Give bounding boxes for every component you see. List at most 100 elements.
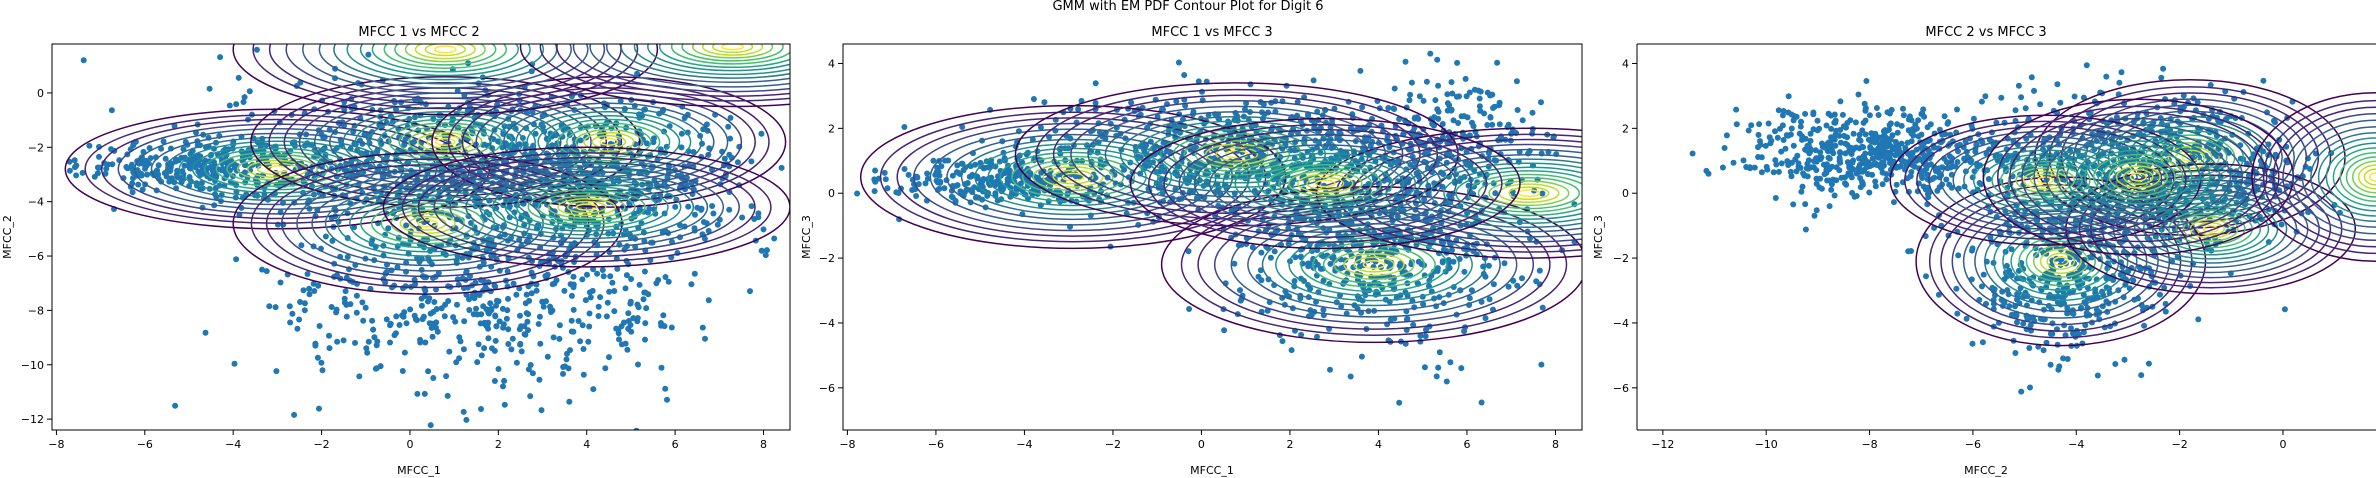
scatter-point: [585, 338, 592, 345]
subplot-mfcc2-vs-mfcc3: MFCC 2 vs MFCC 3 −12 −10 −8 −6 −4 −2 0−6−4−202…: [1592, 25, 2376, 477]
contour-line: [1246, 156, 1404, 211]
scatter-point: [570, 328, 577, 335]
x-tick-label: −8: [839, 438, 855, 451]
x-tick-label: −4: [225, 438, 241, 451]
scatter-point: [727, 135, 734, 142]
scatter-point: [609, 279, 616, 286]
scatter-point: [1485, 262, 1492, 269]
scatter-point: [363, 345, 370, 352]
scatter-point: [430, 375, 437, 381]
contour-line: [178, 140, 377, 198]
plot-area-2: [854, 50, 1582, 406]
scatter-point: [517, 312, 523, 319]
scatter-point: [417, 339, 424, 346]
scatter-point: [510, 280, 517, 287]
scatter-point: [209, 167, 216, 174]
scatter-point: [1818, 185, 1825, 192]
contour-line: [711, 44, 754, 54]
scatter-point: [233, 256, 240, 263]
scatter-point: [1813, 175, 1820, 182]
subplot-2-ylabel: MFCC_3: [800, 215, 813, 259]
scatter-point: [539, 298, 546, 305]
gmm-component-contour: [519, 44, 790, 108]
scatter-point: [1477, 88, 1484, 95]
scatter-point: [1893, 164, 1900, 171]
scatter-point: [518, 348, 525, 355]
scatter-point: [1450, 117, 1457, 124]
axes-frame-2: [842, 43, 1583, 431]
scatter-point: [1092, 80, 1099, 87]
scatter-point: [420, 313, 427, 320]
scatter-point: [259, 266, 266, 273]
scatter-point: [1487, 114, 1494, 121]
scatter-point: [1802, 226, 1809, 233]
scatter-point: [202, 329, 209, 336]
contour-line: [434, 137, 456, 146]
contour-line: [1362, 259, 1386, 270]
scatter-point: [359, 299, 366, 306]
scatter-point: [235, 74, 242, 81]
scatter-point: [403, 320, 410, 327]
scatter-point: [611, 308, 618, 315]
x-tick-label: 6: [672, 438, 679, 451]
scatter-point: [586, 323, 593, 330]
scatter-point: [552, 132, 559, 139]
scatter-point: [888, 261, 894, 267]
scatter-point: [426, 295, 433, 302]
scatter-point: [1767, 140, 1774, 147]
scatter-point: [642, 320, 649, 327]
scatter-point: [1539, 190, 1546, 197]
contour-line: [1297, 173, 1354, 194]
scatter-point: [771, 235, 778, 242]
scatter-point: [226, 102, 233, 109]
scatter-point: [959, 160, 966, 167]
scatter-point: [1356, 263, 1363, 270]
y-tick-label: −6: [28, 250, 44, 263]
scatter-point: [528, 269, 535, 276]
scatter-point: [343, 313, 350, 320]
scatter-point: [109, 161, 116, 168]
y-tick-label: 0: [37, 87, 44, 100]
scatter-point: [394, 264, 401, 271]
scatter-point: [590, 266, 597, 273]
x-tick-label: 4: [1375, 438, 1382, 451]
scatter-point: [433, 324, 439, 331]
contour-line: [431, 75, 787, 208]
contour-line: [433, 45, 457, 54]
scatter-point: [2022, 105, 2029, 112]
scatter-point: [1372, 291, 1379, 298]
contour-line: [1197, 199, 1551, 330]
scatter-point: [1404, 292, 1411, 299]
scatter-point: [431, 299, 438, 305]
scatter-point: [413, 317, 420, 324]
scatter-point: [1922, 186, 1929, 193]
scatter-point: [1259, 115, 1266, 122]
contour-line: [1163, 129, 1488, 238]
scatter-point: [160, 138, 167, 145]
contour-line: [647, 44, 790, 72]
scatter-point: [2008, 246, 2015, 253]
scatter-point: [1828, 125, 1835, 132]
scatter-point: [496, 318, 503, 325]
scatter-point: [393, 313, 400, 320]
scatter-point: [1779, 112, 1786, 119]
scatter-point: [513, 359, 520, 366]
contour-line: [1208, 144, 1442, 223]
scatter-point: [549, 142, 556, 149]
scatter-point: [1844, 141, 1851, 148]
scatter-point: [1151, 145, 1158, 152]
scatter-point: [1802, 110, 1809, 117]
scatter-point: [396, 322, 403, 328]
scatter-point: [1879, 181, 1886, 188]
scatter-point: [1875, 134, 1882, 141]
scatter-point: [1930, 144, 1937, 151]
scatter-point: [1182, 102, 1189, 109]
scatter-point: [1948, 184, 1955, 191]
scatter-point: [1931, 174, 1938, 181]
scatter-point: [266, 303, 273, 310]
scatter-point: [471, 295, 478, 302]
gmm-component-contour: [1315, 127, 1582, 259]
scatter-point: [204, 165, 211, 172]
scatter-point: [453, 260, 460, 266]
scatter-point: [623, 272, 630, 279]
